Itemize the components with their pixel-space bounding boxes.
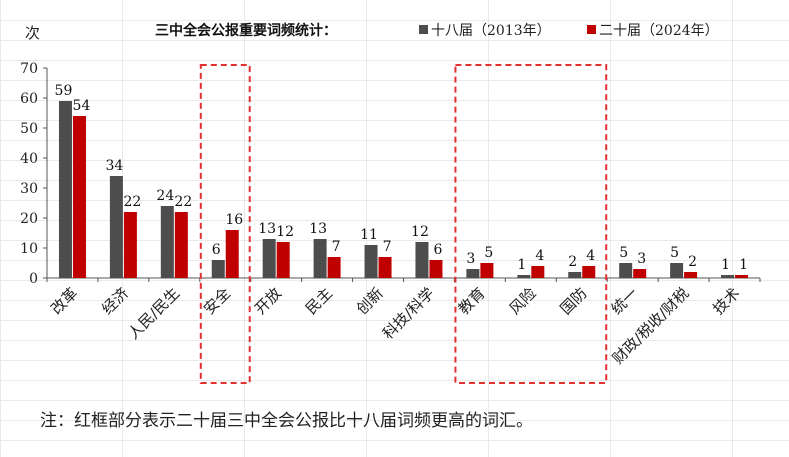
category-label: 统一 [608, 284, 642, 318]
bar [276, 242, 290, 278]
legend-label: 二十届（2024年） [599, 23, 719, 39]
bar-value-label: 2 [688, 254, 697, 270]
bar [684, 272, 698, 278]
category-label: 创新 [353, 284, 387, 318]
bar [531, 266, 545, 278]
bar-value-label: 11 [360, 227, 378, 243]
category-label: 风险 [506, 284, 540, 318]
bar-value-label: 22 [123, 194, 141, 210]
y-tick-label: 0 [29, 271, 38, 287]
category-label: 人民/民生 [124, 284, 183, 343]
bar [582, 266, 596, 278]
bar-value-label: 1 [721, 257, 730, 273]
category-label: 国防 [557, 284, 591, 318]
bar-value-label: 5 [670, 245, 679, 261]
bar-value-label: 59 [55, 83, 73, 99]
bar-value-label: 54 [73, 98, 91, 114]
bar [364, 245, 378, 278]
highlight-box [454, 64, 608, 384]
bar-value-label: 5 [619, 245, 628, 261]
highlight-box [199, 64, 251, 384]
chart-title: 三中全会公报重要词频统计： [155, 22, 337, 39]
category-label: 科技/科学 [379, 284, 438, 343]
category-label: 教育 [455, 284, 489, 318]
bar [160, 206, 174, 278]
category-label: 经济 [98, 284, 132, 318]
y-tick-label: 70 [20, 61, 38, 77]
category-label: 开放 [251, 284, 285, 318]
bar-value-label: 3 [637, 251, 646, 267]
bar [225, 230, 239, 278]
bar [174, 212, 188, 278]
bar-value-label: 13 [309, 221, 327, 237]
bar-value-label: 1 [517, 257, 526, 273]
bar-value-label: 5 [484, 245, 493, 261]
bar-value-label: 7 [332, 239, 341, 255]
bar [619, 263, 633, 278]
bar [327, 257, 341, 278]
category-label: 安全 [200, 284, 234, 318]
bar [633, 269, 647, 278]
category-label: 技术 [709, 284, 743, 318]
bar-value-label: 3 [466, 251, 475, 267]
bar-value-label: 6 [434, 242, 443, 258]
bar-value-label: 2 [568, 254, 577, 270]
bar [568, 272, 582, 278]
bar [313, 239, 327, 278]
bar [466, 269, 480, 278]
category-label: 改革 [47, 284, 81, 318]
bar-value-label: 13 [258, 221, 276, 237]
bar [517, 275, 531, 278]
y-axis-label: 次 [25, 24, 40, 42]
bar-value-label: 22 [174, 194, 192, 210]
bar [429, 260, 443, 278]
bar [735, 275, 749, 278]
bar-value-label: 1 [739, 257, 748, 273]
bar-value-label: 4 [535, 248, 544, 264]
bar-value-label: 7 [383, 239, 392, 255]
bar-value-label: 12 [411, 224, 429, 240]
y-tick-label: 10 [20, 241, 38, 257]
y-tick-label: 40 [20, 151, 38, 167]
bar [262, 239, 276, 278]
legend-label: 十八届（2013年） [431, 23, 551, 39]
legend-swatch [419, 25, 428, 34]
bar [721, 275, 735, 278]
bar [123, 212, 137, 278]
y-tick-label: 30 [20, 181, 38, 197]
category-label: 民主 [302, 284, 336, 318]
y-tick-label: 20 [20, 211, 38, 227]
bar-value-label: 6 [212, 242, 221, 258]
bar-value-label: 12 [276, 224, 294, 240]
bar [72, 116, 86, 278]
y-tick-label: 50 [20, 121, 38, 137]
bar [415, 242, 429, 278]
bar [58, 101, 72, 278]
bar-value-label: 4 [586, 248, 595, 264]
bar [211, 260, 225, 278]
y-tick-label: 60 [20, 91, 38, 107]
bar [670, 263, 684, 278]
bar-value-label: 16 [225, 212, 243, 228]
bar [109, 176, 123, 278]
bar-value-label: 24 [156, 188, 174, 204]
chart-footnote: 注：红框部分表示二十届三中全会公报比十八届词频更高的词汇。 [40, 411, 533, 431]
legend-swatch [587, 25, 596, 34]
bar-value-label: 34 [105, 158, 123, 174]
bar [480, 263, 494, 278]
bar [378, 257, 392, 278]
